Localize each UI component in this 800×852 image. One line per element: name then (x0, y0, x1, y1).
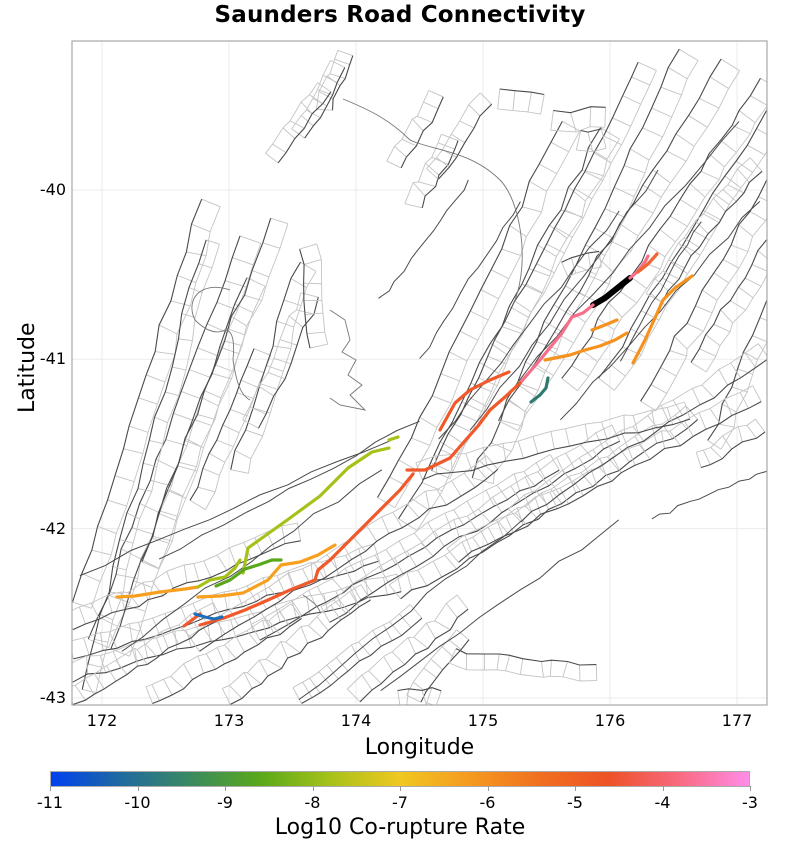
corupture-section (631, 274, 694, 365)
corupture-section (115, 585, 200, 599)
corupture-section (438, 370, 511, 432)
colorbar-tick-mark (487, 786, 489, 791)
colorbar-tick-label: -4 (654, 793, 671, 812)
y-tick-label: -41 (39, 349, 66, 369)
colorbar-tick-label: -6 (479, 793, 496, 812)
corupture-section (518, 303, 595, 385)
colorbar-tick-mark (575, 786, 576, 791)
y-axis-label: Latitude (15, 322, 40, 413)
colorbar-tick-label: -7 (392, 793, 408, 812)
x-tick-label: 177 (721, 711, 753, 730)
colorbar-tick-mark (750, 786, 751, 791)
colorbar-tick-label: -11 (36, 793, 64, 812)
corupture-section (387, 435, 400, 442)
corupture-section (590, 318, 619, 332)
corupture-section (279, 543, 337, 567)
y-tick-label: -40 (39, 180, 66, 199)
colorbar-tick-mark (312, 786, 314, 791)
colorbar-tick-label: -3 (742, 793, 758, 812)
colorbar-tick-mark (400, 786, 401, 791)
y-tick-label: -43 (39, 687, 66, 707)
colorbar-tick-mark (137, 786, 139, 791)
colorbar-tick-label: -8 (304, 793, 321, 812)
colorbar-tick-label: -5 (567, 793, 583, 812)
corupture-section (241, 446, 391, 575)
corupture-section (405, 381, 522, 472)
plot-frame (71, 40, 768, 706)
x-tick-label: 173 (213, 711, 245, 730)
colorbar (50, 771, 750, 787)
corupture-section (214, 558, 283, 588)
colorbar-tick-mark (225, 786, 226, 791)
corupture-section (193, 612, 224, 621)
x-tick-label: 175 (467, 711, 499, 730)
colorbar-label: Log10 Co-rupture Rate (274, 815, 526, 840)
background-fault-network (72, 48, 767, 705)
chart-title: Saunders Road Connectivity (214, 2, 586, 28)
colored-fault-sections (115, 252, 694, 628)
x-tick-label: 172 (86, 711, 118, 730)
coastline (191, 98, 523, 613)
colorbar-tick-mark (50, 786, 51, 791)
colorbar-tick-label: -10 (124, 793, 151, 812)
corupture-section (543, 331, 629, 362)
x-tick-label: 176 (594, 711, 626, 730)
colorbar-tick-mark (662, 786, 664, 791)
corupture-section (196, 563, 283, 599)
corupture-section (198, 472, 415, 627)
x-axis-label: Longitude (364, 735, 475, 760)
grid-lines (72, 41, 767, 705)
corupture-section (628, 254, 650, 280)
source-fault-saunders-road (590, 275, 633, 308)
corupture-section (636, 252, 659, 274)
x-tick-label: 174 (340, 711, 372, 730)
colorbar-tick-label: -9 (217, 793, 233, 812)
corupture-section (196, 558, 242, 589)
y-tick-label: -42 (39, 518, 66, 538)
corupture-section (529, 376, 550, 404)
